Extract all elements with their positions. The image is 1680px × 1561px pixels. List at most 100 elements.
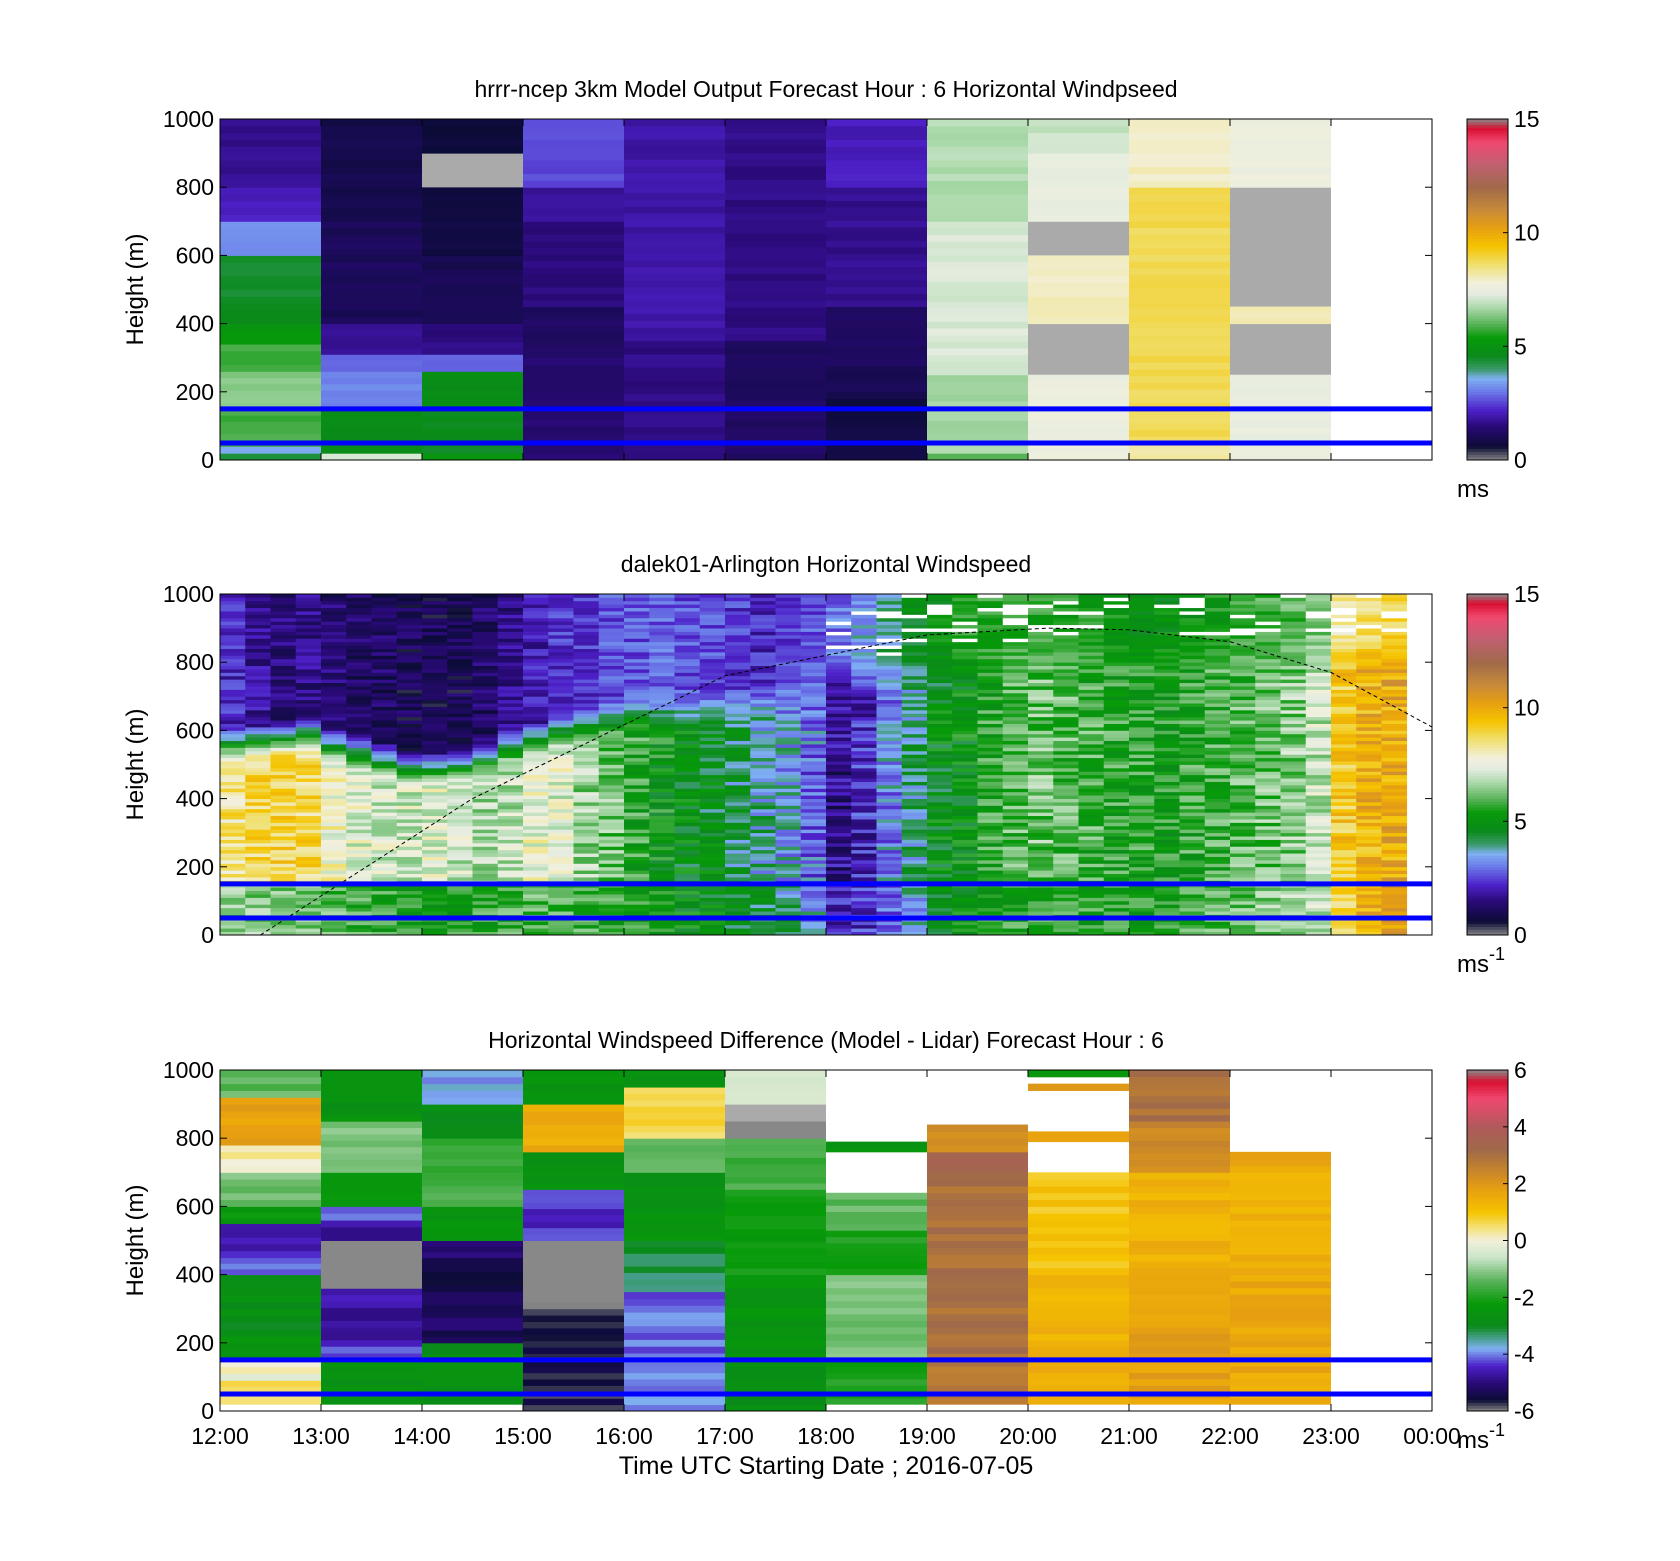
heatmap-cell <box>1204 791 1231 796</box>
heatmap-cell <box>573 634 600 639</box>
heatmap-cell <box>1053 720 1079 724</box>
heatmap-cell <box>598 730 625 735</box>
heatmap-cell <box>346 651 372 656</box>
heatmap-cell <box>624 624 650 629</box>
heatmap-cell <box>1129 631 1155 636</box>
heatmap-cell <box>1230 634 1256 639</box>
heatmap-cell <box>977 907 1004 912</box>
heatmap-cell <box>674 819 701 823</box>
heatmap-cell <box>826 359 927 367</box>
heatmap-cell <box>295 740 322 745</box>
heatmap-cell <box>523 273 624 281</box>
heatmap-cell <box>548 859 574 864</box>
heatmap-cell <box>1028 897 1054 902</box>
colorbar-swatch <box>1467 155 1508 160</box>
colorbar-swatch <box>1467 119 1508 123</box>
heatmap-cell <box>346 757 372 762</box>
heatmap-cell <box>927 931 953 936</box>
heatmap-cell <box>1230 611 1256 615</box>
heatmap-cell <box>725 757 751 762</box>
heatmap-cell <box>1255 689 1281 694</box>
heatmap-cell <box>270 842 297 847</box>
heatmap-cell <box>245 873 271 878</box>
heatmap-cell <box>422 856 448 861</box>
heatmap-cell <box>422 819 448 823</box>
heatmap-cell <box>1179 723 1206 728</box>
heatmap-cell <box>876 720 903 724</box>
heatmap-cell <box>901 675 928 680</box>
heatmap-cell <box>826 293 927 301</box>
heatmap-cell <box>1028 679 1054 684</box>
heatmap-cell <box>1129 665 1155 670</box>
heatmap-cell <box>295 928 322 932</box>
heatmap-cell <box>270 614 297 619</box>
heatmap-cell <box>725 839 751 844</box>
heatmap-cell <box>952 737 978 742</box>
colorbar-swatch <box>1467 141 1508 146</box>
heatmap-cell <box>220 784 246 789</box>
heatmap-cell <box>1129 842 1155 847</box>
heatmap-cell <box>1179 754 1206 759</box>
heatmap-cell <box>1280 808 1307 813</box>
heatmap-cell <box>295 726 322 731</box>
heatmap-cell <box>977 651 1004 656</box>
heatmap-cell <box>1154 802 1180 806</box>
heatmap-cell <box>573 928 600 932</box>
heatmap-cell <box>800 887 827 892</box>
heatmap-cell <box>573 836 600 840</box>
heatmap-cell <box>699 672 726 677</box>
heatmap-cell <box>1103 672 1130 677</box>
heatmap-cell <box>1129 774 1155 779</box>
heatmap-cell <box>1255 662 1281 667</box>
heatmap-cell <box>422 853 448 857</box>
heatmap-cell <box>573 907 600 912</box>
heatmap-cell <box>346 784 372 789</box>
heatmap-cell <box>1078 784 1105 789</box>
heatmap-cell <box>876 651 903 656</box>
heatmap-cell <box>851 849 877 854</box>
heatmap-cell <box>725 631 751 636</box>
heatmap-cell <box>321 726 347 731</box>
heatmap-cell <box>1179 699 1206 704</box>
heatmap-cell <box>649 737 675 742</box>
heatmap-cell <box>750 669 776 673</box>
heatmap-cell <box>1204 819 1231 823</box>
heatmap-cell <box>1204 853 1231 857</box>
heatmap-cell <box>725 665 751 670</box>
heatmap-cell <box>826 911 852 915</box>
colorbar-swatch <box>1467 153 1508 157</box>
heatmap-cell <box>1230 139 1331 147</box>
heatmap-cell <box>977 856 1004 861</box>
heatmap-cell <box>851 924 877 929</box>
heatmap-cell <box>1129 829 1155 834</box>
heatmap-cell <box>497 791 524 796</box>
heatmap-cell <box>523 778 549 782</box>
heatmap-cell <box>699 699 726 704</box>
heatmap-cell <box>826 339 927 347</box>
heatmap-cell <box>245 669 271 673</box>
heatmap-cell <box>1078 607 1105 612</box>
heatmap-cell <box>1179 672 1206 677</box>
heatmap-cell <box>295 802 322 806</box>
heatmap-cell <box>523 822 549 827</box>
heatmap-cell <box>497 754 524 759</box>
heatmap-cell <box>624 152 725 160</box>
heatmap-cell <box>674 761 701 765</box>
heatmap-cell <box>371 795 398 799</box>
colorbar-swatch <box>1467 130 1508 134</box>
heatmap-cell <box>1078 877 1105 881</box>
heatmap-cell <box>977 703 1004 707</box>
heatmap-cell <box>876 819 903 823</box>
heatmap-cell <box>472 709 499 714</box>
heatmap-cell <box>321 669 347 673</box>
heatmap-cell <box>725 159 826 167</box>
colorbar-swatch <box>1467 360 1508 364</box>
heatmap-cell <box>447 822 473 827</box>
heatmap-cell <box>1002 703 1029 707</box>
heatmap-cell <box>270 720 297 724</box>
heatmap-cell <box>901 634 928 639</box>
heatmap-cell <box>1154 597 1180 602</box>
heatmap-cell <box>270 819 297 823</box>
heatmap-cell <box>1103 621 1130 626</box>
heatmap-cell <box>674 604 701 609</box>
